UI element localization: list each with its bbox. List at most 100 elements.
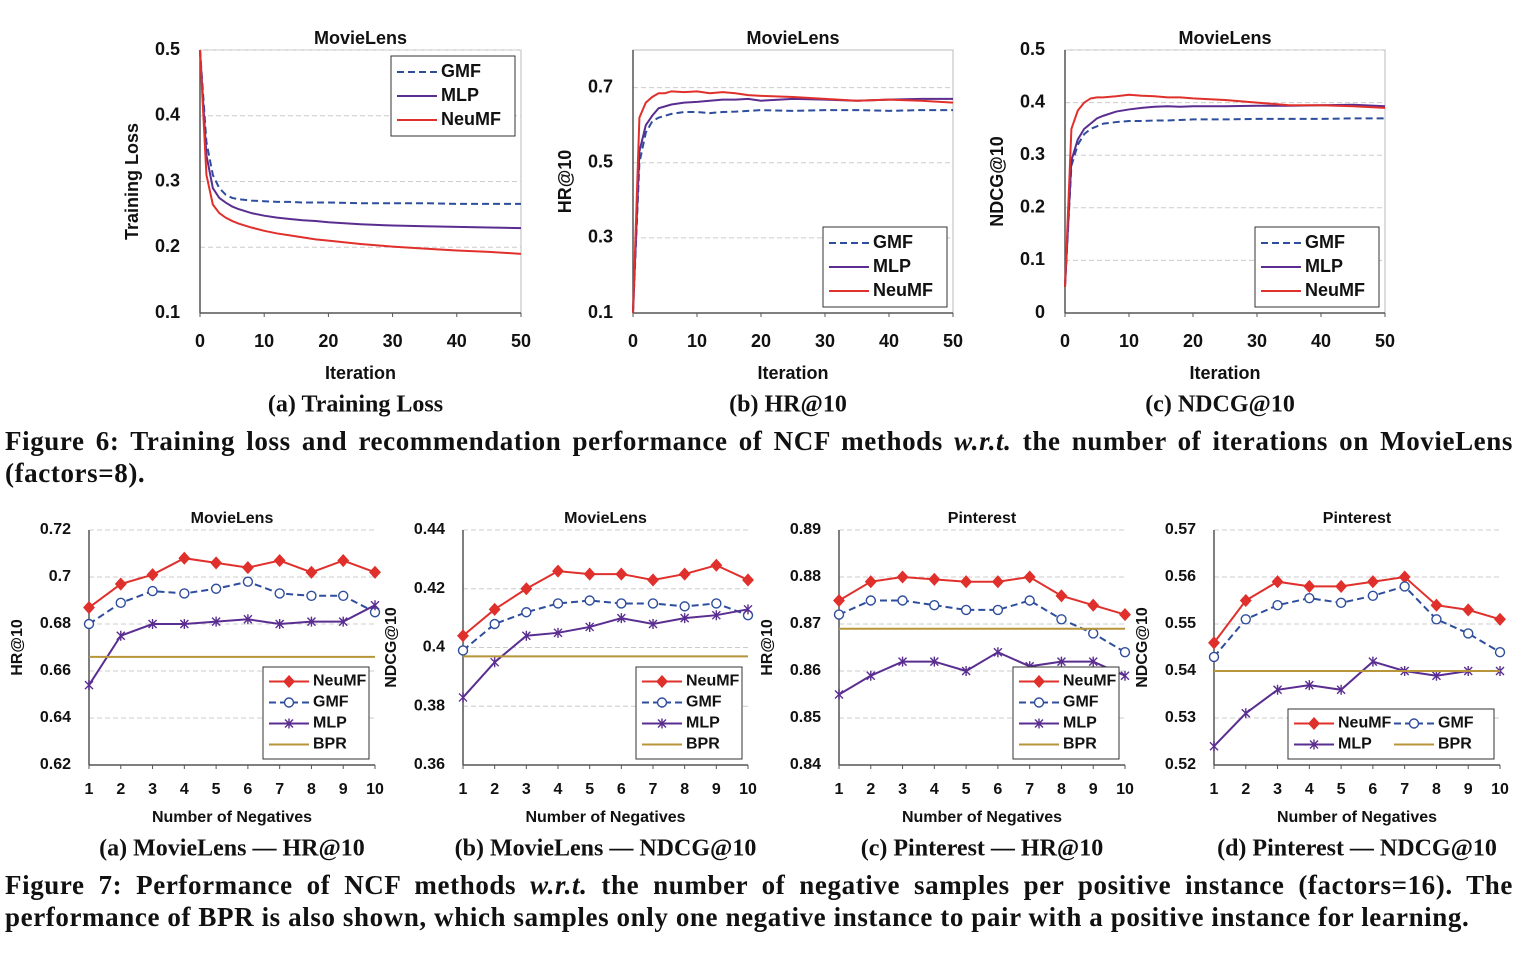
marker [1366,575,1379,589]
legend-marker [657,718,667,729]
x-tick-label: 40 [1311,331,1331,351]
subcaption: (a) MovieLens — HR@10 [99,836,365,862]
y-tick-label: 0.88 [790,568,821,585]
chart-title: Pinterest [948,510,1017,527]
x-tick-label: 5 [212,781,221,798]
legend-label: GMF [873,232,913,252]
marker [1335,597,1347,609]
x-tick-label: 4 [180,781,189,798]
marker [647,598,659,609]
y-tick-label: 0.55 [1165,615,1196,632]
series-line [199,49,521,205]
series-line [88,580,376,625]
x-tick-label: 1 [459,781,468,798]
y-axis-label: Training Loss [122,123,142,240]
legend-label: MLP [313,715,347,732]
figure-caption: Figure 7: Performance of NCF methods w.r… [5,869,1513,933]
x-tick-label: 2 [1241,781,1250,798]
marker [584,595,595,606]
marker [833,609,845,620]
y-tick-label: 0.56 [1165,568,1196,585]
legend-label: MLP [1305,256,1343,276]
y-tick-label: 0.1 [155,302,180,322]
marker [1335,579,1348,593]
marker [489,618,500,630]
marker [146,568,159,582]
marker [1120,670,1130,681]
x-tick-label: 20 [1183,331,1203,351]
y-axis-label: NDCG@10 [987,136,1007,227]
chart-title: MovieLens [191,510,274,527]
marker [833,593,845,608]
caption-text: the number of iterations on MovieLens (f… [5,426,1513,488]
y-tick-label: 0.84 [790,756,821,773]
y-tick-label: 0.72 [40,521,71,538]
legend-marker [1408,718,1420,729]
x-tick-label: 20 [751,331,771,351]
x-tick-label: 2 [866,781,875,798]
y-tick-label: 0.36 [414,756,445,773]
marker [1430,598,1443,612]
marker [678,567,691,581]
series-line [1064,117,1385,287]
marker [616,613,626,624]
marker [585,621,595,632]
x-tick-label: 9 [1464,781,1473,798]
y-tick-label: 0.4 [423,639,445,656]
legend-label: NeuMF [686,673,740,690]
marker [898,656,908,667]
x-tick-label: 6 [243,781,252,798]
marker [1239,593,1252,608]
y-tick-label: 0.42 [414,580,445,597]
marker [490,657,500,668]
marker [1463,628,1474,639]
x-axis-label: Number of Negatives [1277,809,1437,826]
subcaption: (a) Training Loss [268,392,443,418]
series-line [838,599,1126,654]
y-tick-label: 0.68 [40,615,71,632]
x-tick-label: 30 [815,331,835,351]
marker [680,613,690,624]
marker [148,619,158,629]
y-tick-label: 0.53 [1165,709,1196,726]
marker [711,598,722,609]
marker [1271,575,1284,589]
marker [521,630,531,641]
x-tick-label: 6 [993,781,1002,798]
legend-marker [283,697,295,708]
marker [679,601,690,612]
y-tick-label: 0 [1035,302,1045,322]
legend-label: GMF [1063,694,1099,711]
figure-caption: Figure 6: Training loss and recommendati… [5,425,1513,489]
x-axis-label: Number of Negatives [152,809,312,826]
marker [1087,598,1100,612]
marker [178,551,191,565]
marker [743,604,753,615]
marker [1055,589,1068,603]
x-tick-label: 9 [712,781,721,798]
chart-title: MovieLens [1178,28,1271,48]
x-tick-label: 2 [116,781,125,798]
x-tick-label: 40 [447,331,467,351]
marker [1209,741,1219,752]
y-tick-label: 0.5 [155,39,180,59]
marker [647,573,659,587]
legend-label: NeuMF [1338,715,1392,732]
legend-label: GMF [686,694,722,711]
marker [866,670,876,681]
legend-marker [284,718,294,729]
y-tick-label: 0.38 [414,697,445,714]
x-tick-label: 6 [1368,781,1377,798]
marker [742,573,754,587]
chart-title: MovieLens [564,510,647,527]
x-tick-label: 30 [383,331,403,351]
x-tick-label: 30 [1247,331,1267,351]
x-tick-label: 1 [85,781,94,798]
series-line [632,109,953,314]
marker [1431,614,1442,625]
chart-title: MovieLens [746,28,839,48]
marker [337,554,350,568]
marker [991,575,1004,589]
marker [834,689,844,700]
